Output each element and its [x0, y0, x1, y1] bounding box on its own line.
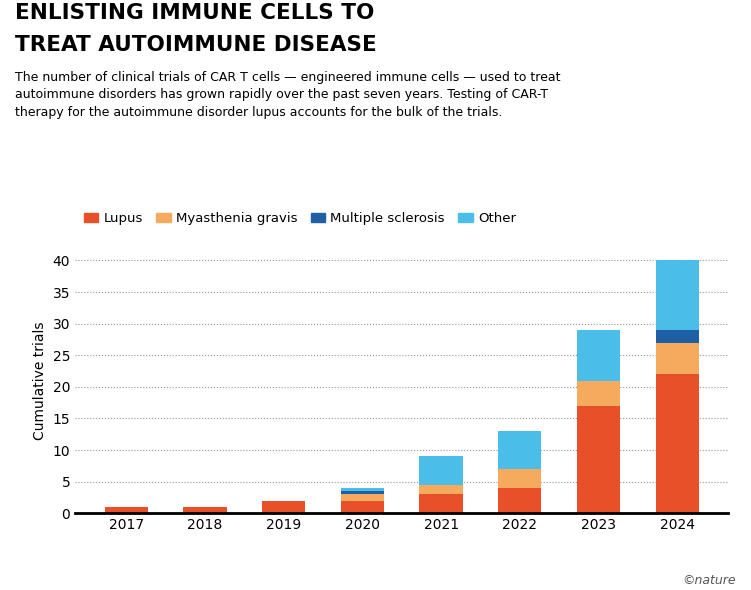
Bar	[262, 501, 306, 513]
Bar	[577, 406, 620, 513]
Bar	[656, 260, 698, 330]
Text: ENLISTING IMMUNE CELLS TO: ENLISTING IMMUNE CELLS TO	[15, 3, 375, 23]
Bar	[420, 485, 463, 494]
Bar	[498, 488, 541, 513]
Bar	[341, 494, 384, 501]
Bar	[341, 488, 384, 491]
Bar	[183, 507, 227, 513]
Bar	[420, 494, 463, 513]
Bar	[341, 501, 384, 513]
Bar	[656, 343, 698, 374]
Text: TREAT AUTOIMMUNE DISEASE: TREAT AUTOIMMUNE DISEASE	[15, 35, 377, 55]
Text: The number of clinical trials of CAR T cells — engineered immune cells — used to: The number of clinical trials of CAR T c…	[15, 71, 560, 119]
Bar	[498, 431, 541, 469]
Bar	[656, 330, 698, 343]
Bar	[656, 374, 698, 513]
Bar	[420, 457, 463, 485]
Bar	[341, 491, 384, 494]
Bar	[577, 330, 620, 381]
Legend: Lupus, Myasthenia gravis, Multiple sclerosis, Other: Lupus, Myasthenia gravis, Multiple scler…	[78, 206, 521, 230]
Bar	[577, 381, 620, 406]
Y-axis label: Cumulative trials: Cumulative trials	[33, 322, 47, 440]
Text: ©nature: ©nature	[683, 574, 736, 587]
Bar	[498, 469, 541, 488]
Bar	[105, 507, 148, 513]
